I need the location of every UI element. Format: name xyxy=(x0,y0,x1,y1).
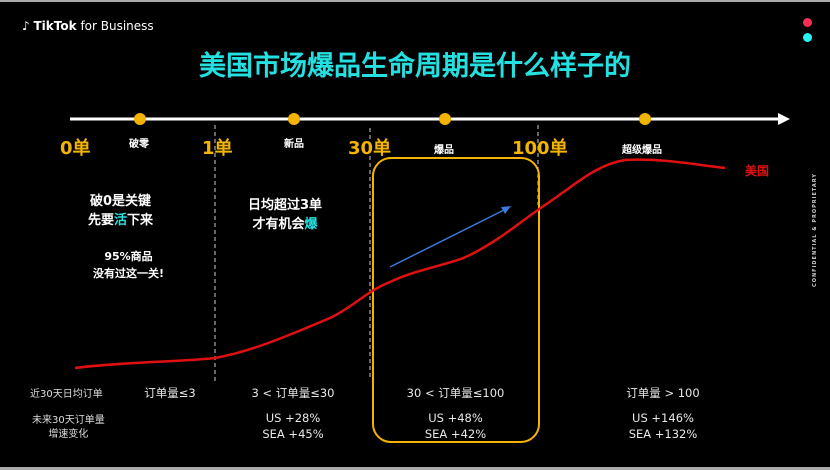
note-95-percent: 95%商品 没有过这一关! xyxy=(93,250,165,280)
growth-col-3: US +48% SEA +42% xyxy=(424,411,487,441)
timeline-dot-bao-pin xyxy=(439,113,451,125)
tick-0: 0单 xyxy=(60,138,91,159)
note-break-zero: 破0是关键 先要活下来 xyxy=(88,194,154,228)
confidential-label: CONFIDENTIAL & PROPRIETARY xyxy=(812,173,818,287)
orders-col-3: 30 < 订单量≤100 xyxy=(406,386,505,400)
growth-col-4: US +146% SEA +132% xyxy=(628,411,698,441)
tiktok-note-icon: ♪ xyxy=(22,19,30,33)
timeline-dot-super xyxy=(639,113,651,125)
cyan-dot-icon xyxy=(803,33,812,42)
tick-30: 30单 xyxy=(348,138,392,159)
stage-label: 爆品 xyxy=(434,145,454,156)
growth-arrow xyxy=(389,208,507,268)
row2-label: 未来30天订单量 增速变化 xyxy=(32,415,105,440)
growth-col-2: US +28% SEA +45% xyxy=(262,411,324,441)
red-dot-icon xyxy=(803,18,812,27)
orders-col-1: 订单量≤3 xyxy=(144,386,196,400)
orders-col-2: 3 < 订单量≤30 xyxy=(251,386,335,400)
curve-label-us: 美国 xyxy=(745,164,770,178)
growth-arrowhead xyxy=(501,206,511,214)
stage-label: 新品 xyxy=(284,139,304,150)
highlight-box xyxy=(372,157,540,443)
stage-label: 破零 xyxy=(129,139,149,150)
tiktok-logo: ♪ TikTok for Business xyxy=(22,19,154,33)
timeline-arrowhead xyxy=(778,113,790,125)
tick-1: 1单 xyxy=(202,138,233,159)
tick-100: 100单 xyxy=(512,138,568,159)
timeline-dot-po-ling xyxy=(134,113,146,125)
stage-label: 超级爆品 xyxy=(622,145,662,156)
sales-curve xyxy=(74,158,726,370)
page-title: 美国市场爆品生命周期是什么样子的 xyxy=(199,51,631,82)
orders-col-4: 订单量 > 100 xyxy=(626,386,700,400)
timeline-dot-xin-pin xyxy=(288,113,300,125)
note-daily-3: 日均超过3单 才有机会爆 xyxy=(248,198,323,232)
row1-label: 近30天日均订单 xyxy=(30,389,103,400)
